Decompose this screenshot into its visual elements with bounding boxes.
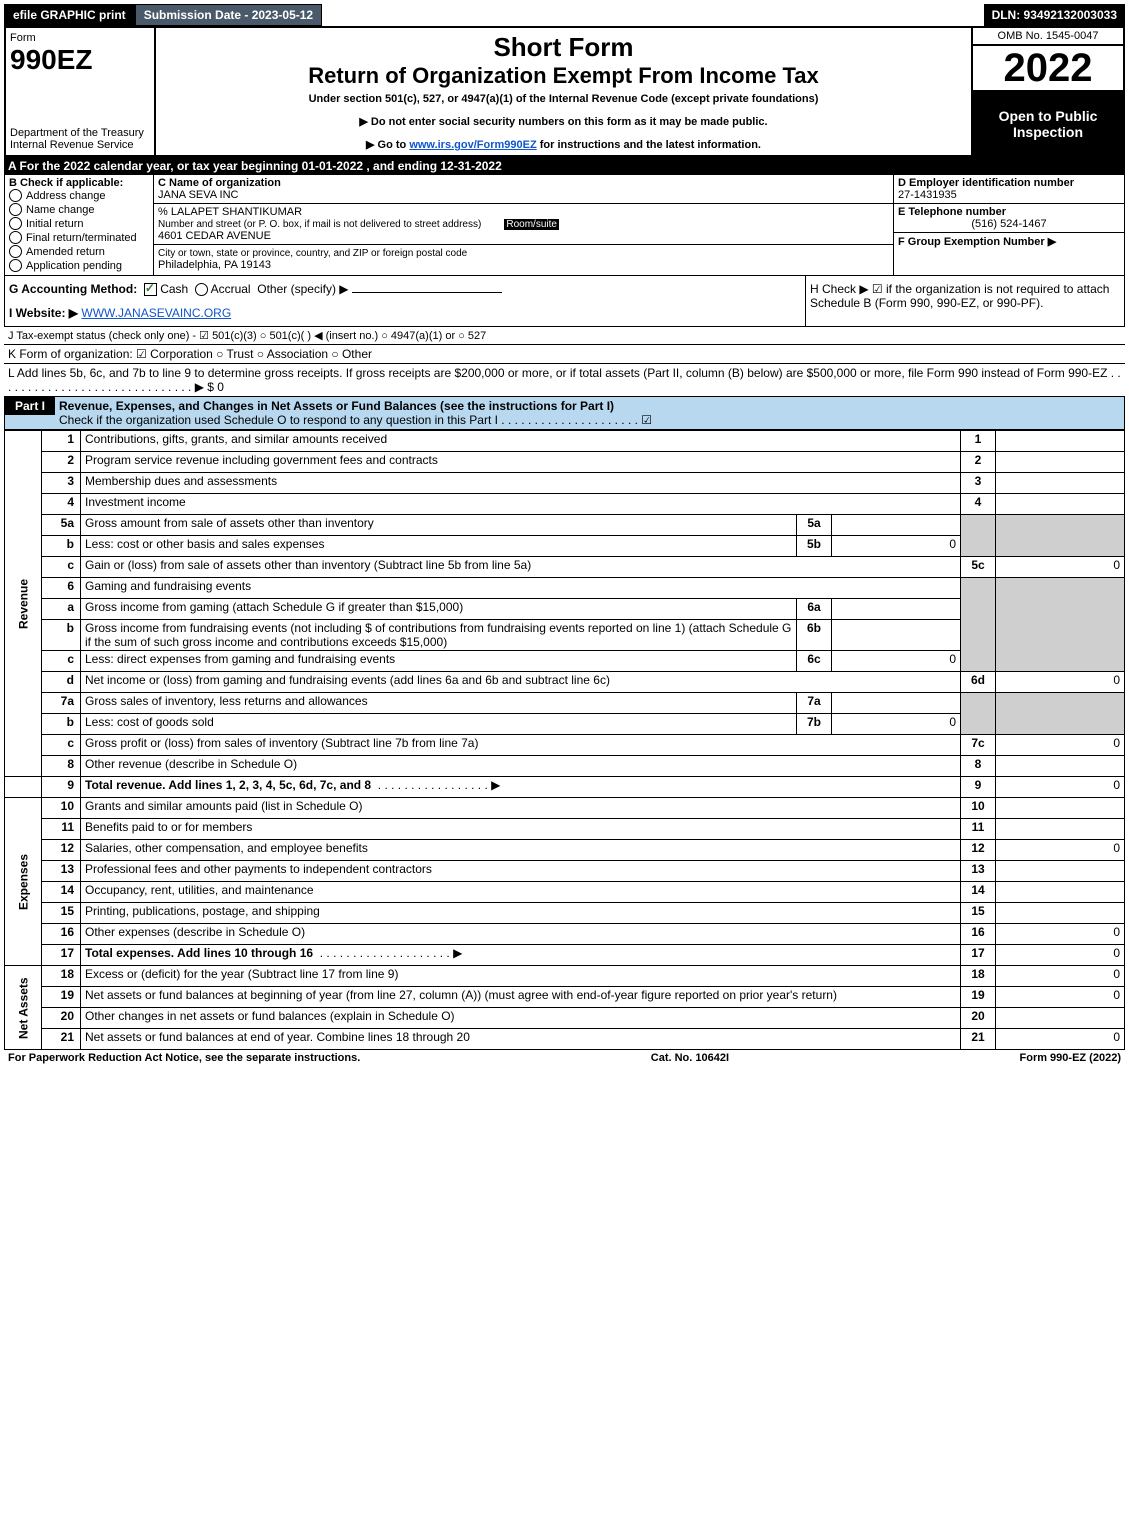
line-k: K Form of organization: ☑ Corporation ○ … (4, 345, 1125, 364)
street-address: 4601 CEDAR AVENUE (158, 230, 271, 242)
catalog-number: Cat. No. 10642I (651, 1052, 729, 1064)
form-word: Form (10, 32, 150, 44)
dln-label: DLN: 93492132003033 (984, 4, 1125, 26)
short-form-title: Short Form (160, 32, 967, 63)
box-b: B Check if applicable: Address change Na… (5, 175, 154, 275)
form-number: 990EZ (10, 44, 150, 76)
line-a: A For the 2022 calendar year, or tax yea… (4, 157, 1125, 175)
box-d: D Employer identification number 27-1431… (894, 175, 1124, 275)
accrual-check[interactable] (195, 283, 208, 296)
page-footer: For Paperwork Reduction Act Notice, see … (4, 1050, 1125, 1066)
line-l: L Add lines 5b, 6c, and 7b to line 9 to … (4, 364, 1125, 397)
phone: (516) 524-1467 (898, 218, 1120, 230)
omb-number: OMB No. 1545-0047 (973, 28, 1123, 46)
expenses-side-label: Expenses (5, 798, 42, 966)
form-title: Return of Organization Exempt From Incom… (160, 63, 967, 89)
org-name: JANA SEVA INC (158, 189, 239, 201)
irs-link[interactable]: www.irs.gov/Form990EZ (409, 139, 536, 151)
box-h: H Check ▶ ☑ if the organization is not r… (806, 276, 1124, 326)
gh-block: G Accounting Method: Cash Accrual Other … (4, 276, 1125, 327)
amended-return-check[interactable] (9, 245, 22, 258)
final-return-check[interactable] (9, 231, 22, 244)
form-label: Form 990-EZ (2022) (1020, 1052, 1121, 1064)
part1-header: Part I Revenue, Expenses, and Changes in… (4, 397, 1125, 430)
ein: 27-1431935 (898, 189, 957, 201)
name-change-check[interactable] (9, 203, 22, 216)
care-of: % LALAPET SHANTIKUMAR (158, 206, 302, 218)
cash-check[interactable] (144, 283, 157, 296)
application-pending-check[interactable] (9, 259, 22, 272)
top-bar: efile GRAPHIC print Submission Date - 20… (4, 4, 1125, 26)
ssn-warning: ▶ Do not enter social security numbers o… (160, 115, 967, 128)
open-to-public: Open to Public Inspection (973, 92, 1123, 155)
tax-year: 2022 (973, 46, 1123, 92)
box-c: C Name of organization JANA SEVA INC % L… (154, 175, 894, 275)
website-link[interactable]: WWW.JANASEVAINC.ORG (81, 306, 231, 320)
efile-button[interactable]: efile GRAPHIC print (4, 4, 135, 26)
department: Department of the Treasury Internal Reve… (10, 127, 150, 151)
initial-return-check[interactable] (9, 217, 22, 230)
addr-change-check[interactable] (9, 189, 22, 202)
box-g: G Accounting Method: Cash Accrual Other … (5, 276, 806, 326)
city-state-zip: Philadelphia, PA 19143 (158, 259, 271, 271)
line-j: J Tax-exempt status (check only one) - ☑… (4, 327, 1125, 345)
netassets-side-label: Net Assets (5, 966, 42, 1050)
irs-link-line: ▶ Go to www.irs.gov/Form990EZ for instru… (160, 138, 967, 151)
form-subtitle: Under section 501(c), 527, or 4947(a)(1)… (160, 93, 967, 105)
submission-date: Submission Date - 2023-05-12 (135, 4, 322, 26)
paperwork-notice: For Paperwork Reduction Act Notice, see … (8, 1052, 360, 1064)
form-header: Form 990EZ Department of the Treasury In… (4, 26, 1125, 157)
revenue-side-label: Revenue (5, 431, 42, 777)
info-block: B Check if applicable: Address change Na… (4, 175, 1125, 276)
part1-table: Revenue 1Contributions, gifts, grants, a… (4, 430, 1125, 1050)
